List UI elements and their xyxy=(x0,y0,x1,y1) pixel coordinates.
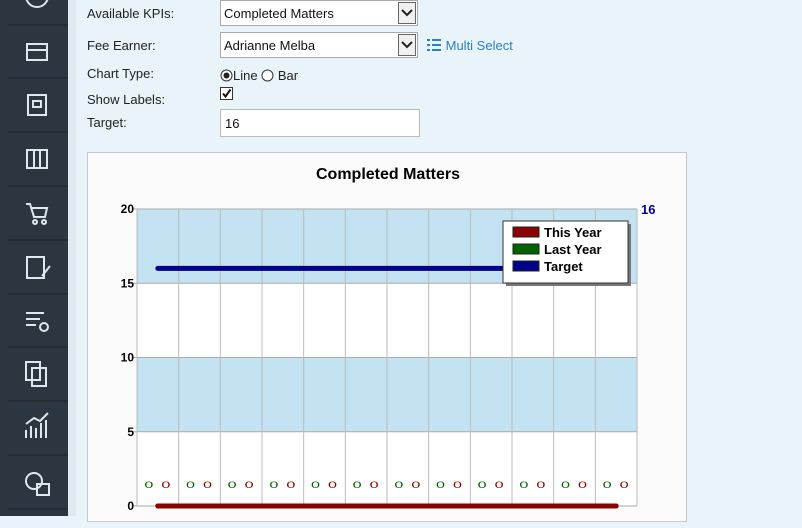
radio[interactable] xyxy=(220,69,233,82)
data-label: 0 xyxy=(203,480,212,490)
fee-earner-select[interactable]: Adrianne Melba xyxy=(220,32,418,58)
icon[interactable] xyxy=(26,256,51,279)
y-tick-label: 10 xyxy=(121,351,135,365)
label: Show Labels: xyxy=(87,92,166,107)
icon[interactable] xyxy=(26,43,48,61)
sidebar-icons xyxy=(8,0,68,510)
data-label: 0 xyxy=(561,480,570,490)
legend-swatch xyxy=(512,260,540,272)
divider xyxy=(68,0,76,516)
data-label: 0 xyxy=(269,480,278,490)
data-label: 0 xyxy=(144,480,153,490)
y-tick-label: 5 xyxy=(127,425,134,439)
sidebar xyxy=(0,0,68,516)
arrow xyxy=(401,41,413,49)
data-label: 0 xyxy=(495,480,504,490)
radio[interactable] xyxy=(261,69,274,82)
icon[interactable] xyxy=(26,149,48,169)
target-input[interactable]: 16 xyxy=(220,109,420,137)
data-label: 0 xyxy=(620,480,629,490)
label: Target: xyxy=(87,115,127,130)
data-label: 0 xyxy=(453,480,462,490)
data-label: 0 xyxy=(328,480,337,490)
list-icon xyxy=(427,39,441,51)
legend-swatch xyxy=(512,226,540,238)
arrow xyxy=(401,9,413,17)
link-text: Multi Select xyxy=(445,38,513,53)
data-label: 0 xyxy=(394,480,403,490)
target-end-label: 16 xyxy=(641,202,655,217)
y-tick-label: 20 xyxy=(121,202,135,216)
label: Fee Earner: xyxy=(87,38,156,53)
icon[interactable] xyxy=(26,203,49,225)
radio-label: Bar xyxy=(277,68,299,83)
data-label: 0 xyxy=(536,480,545,490)
data-label: 0 xyxy=(186,480,195,490)
kpi-select[interactable]: Completed Matters xyxy=(220,0,418,26)
icon[interactable] xyxy=(25,412,49,438)
data-label: 0 xyxy=(228,480,237,490)
dropdown-arrow[interactable] xyxy=(398,2,416,24)
chart-panel: Completed Matters 0 5 10 15 20 0 0 0 0 0 0 0 0 0 0 0 0 0 0 0… xyxy=(87,152,687,522)
label: Available KPIs: xyxy=(87,6,175,21)
data-label: 0 xyxy=(161,480,170,490)
radio-group: Line Bar xyxy=(220,68,298,83)
multi-select[interactable]: Multi Select xyxy=(426,38,513,53)
data-label: 0 xyxy=(478,480,487,490)
checkbox[interactable] xyxy=(220,87,233,100)
page: {"form":{"kpi_label":"Available KPIs:","… xyxy=(0,0,687,522)
data-label: 0 xyxy=(370,480,379,490)
data-label: 0 xyxy=(519,480,528,490)
input-value: 16 xyxy=(225,116,240,131)
label: Chart Type: xyxy=(87,66,154,81)
select-value: Adrianne Melba xyxy=(224,38,316,53)
icon[interactable] xyxy=(25,0,49,8)
chart-title: Completed Matters xyxy=(316,166,460,183)
legend-label: This Year xyxy=(544,225,602,240)
select-value: Completed Matters xyxy=(224,6,334,21)
data-label: 0 xyxy=(436,480,445,490)
radio-label: Line xyxy=(233,68,258,83)
y-tick-label: 15 xyxy=(121,276,135,290)
y-tick-label: 0 xyxy=(127,499,134,513)
icon[interactable] xyxy=(27,94,47,116)
icon[interactable] xyxy=(25,472,50,496)
icon[interactable] xyxy=(26,312,49,332)
data-label: 0 xyxy=(578,480,587,490)
legend-label: Last Year xyxy=(544,242,602,257)
data-label: 0 xyxy=(311,480,320,490)
dropdown-arrow[interactable] xyxy=(398,34,416,56)
icon[interactable] xyxy=(25,361,47,387)
data-label: 0 xyxy=(286,480,295,490)
data-label: 0 xyxy=(245,480,254,490)
legend-label: Target xyxy=(544,259,583,274)
legend-swatch xyxy=(512,243,540,255)
data-label: 0 xyxy=(353,480,362,490)
data-label: 0 xyxy=(411,480,420,490)
data-label: 0 xyxy=(603,480,612,490)
